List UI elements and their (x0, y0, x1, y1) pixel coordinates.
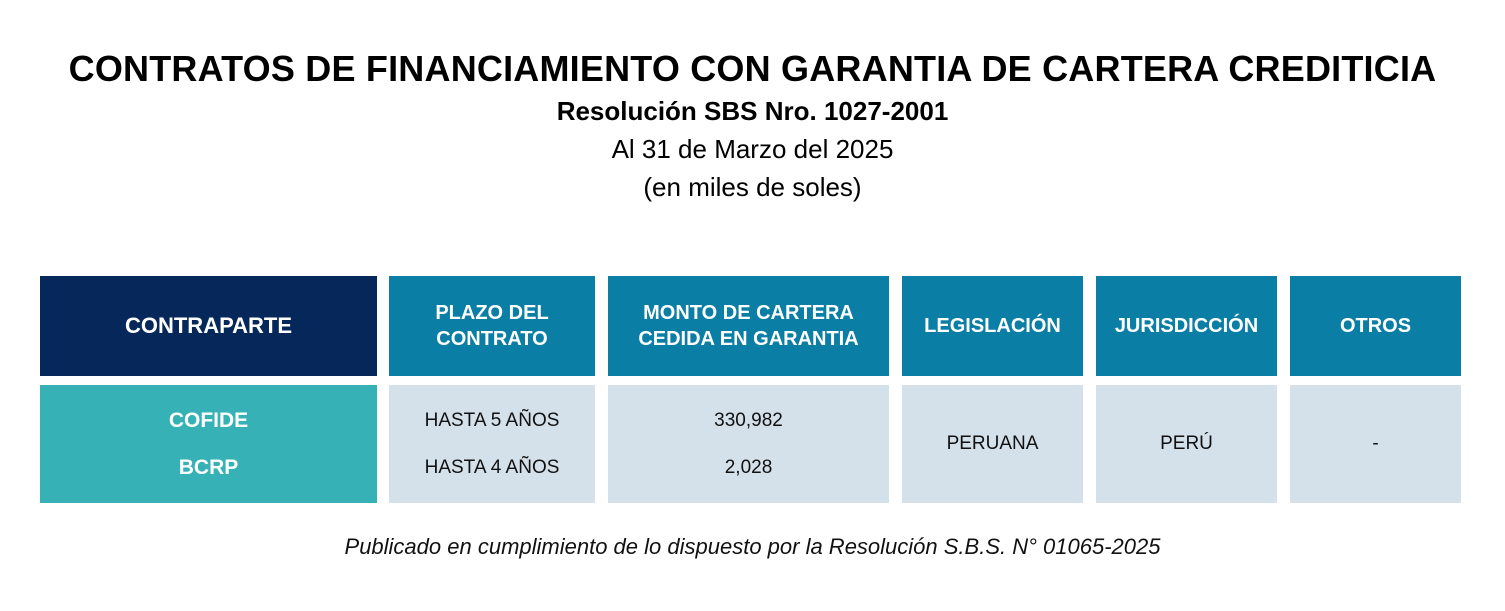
footer-note: Publicado en cumplimiento de lo dispuest… (344, 534, 1161, 559)
column-header-label-line1: PLAZO DEL (435, 302, 549, 324)
monto-cell: 330,982 2,028 (608, 385, 889, 503)
contraparte-cell: COFIDE BCRP (40, 385, 377, 503)
monto-cofide: 330,982 (714, 409, 783, 431)
column-header-contraparte: CONTRAPARTE (40, 276, 377, 376)
monto-bcrp: 2,028 (724, 456, 773, 478)
jurisdiccion-cell: PERÚ (1096, 385, 1277, 503)
column-header-label-line1: MONTO DE CARTERA (643, 302, 854, 324)
column-header-monto: MONTO DE CARTERA CEDIDA EN GARANTIA (608, 276, 889, 376)
plazo-bcrp: HASTA 4 AÑOS (424, 456, 560, 478)
column-header-label-line2: CONTRATO (436, 328, 548, 350)
legislacion-value: PERUANA (946, 433, 1039, 454)
column-header-jurisdiccion: JURISDICCIÓN (1096, 276, 1277, 376)
contraparte-bcrp: BCRP (178, 455, 239, 479)
jurisdiccion-value: PERÚ (1160, 433, 1213, 454)
otros-value: - (1372, 433, 1379, 454)
column-header-label: CONTRAPARTE (124, 313, 293, 338)
contraparte-cofide: COFIDE (168, 408, 249, 432)
plazo-cell: HASTA 5 AÑOS HASTA 4 AÑOS (389, 385, 595, 503)
column-header-otros: OTROS (1290, 276, 1461, 376)
page-title: CONTRATOS DE FINANCIAMIENTO CON GARANTIA… (68, 48, 1437, 89)
column-header-plazo: PLAZO DEL CONTRATO (389, 276, 595, 376)
legislacion-cell: PERUANA (902, 385, 1083, 503)
column-header-label-line2: CEDIDA EN GARANTIA (638, 328, 859, 350)
column-header-label: OTROS (1339, 315, 1412, 337)
otros-cell: - (1290, 385, 1461, 503)
plazo-cofide: HASTA 5 AÑOS (424, 409, 560, 431)
resolution-subtitle: Resolución SBS Nro. 1027-2001 (556, 96, 949, 126)
column-header-label: LEGISLACIÓN (924, 315, 1061, 337)
units-note: (en miles de soles) (643, 172, 862, 202)
column-header-label: JURISDICCIÓN (1114, 315, 1259, 337)
column-header-legislacion: LEGISLACIÓN (902, 276, 1083, 376)
report-date: Al 31 de Marzo del 2025 (611, 134, 894, 164)
